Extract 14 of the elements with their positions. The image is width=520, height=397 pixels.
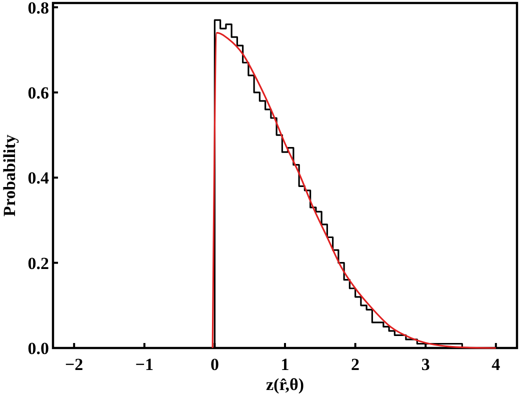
x-tick-label: 3 <box>421 355 430 374</box>
x-tick-label: −1 <box>135 355 154 374</box>
y-tick-label: 0.6 <box>28 83 49 102</box>
x-tick-label: −2 <box>64 355 84 374</box>
y-tick-label: 0.2 <box>28 254 49 273</box>
x-tick-label: 2 <box>351 355 360 374</box>
x-tick-label: 4 <box>492 355 501 374</box>
y-tick-label: 0.8 <box>28 0 49 18</box>
x-tick-label: 0 <box>210 355 219 374</box>
y-axis-title: Probability <box>0 134 19 216</box>
x-axis-title: z(r̂,θ) <box>266 375 304 394</box>
x-tick-label: 1 <box>280 355 290 374</box>
y-tick-label: 0.0 <box>28 339 49 358</box>
y-tick-label: 0.4 <box>28 168 50 188</box>
